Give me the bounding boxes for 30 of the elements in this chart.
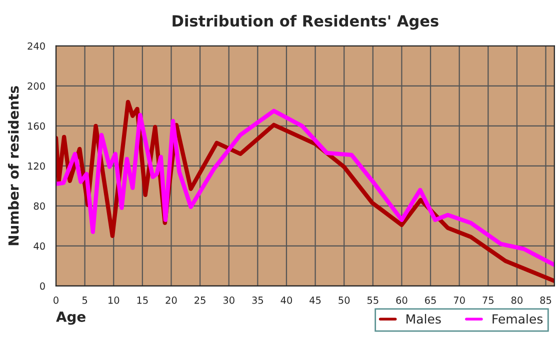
- x-tick-label: 5: [82, 296, 88, 304]
- x-tick-label: 50: [338, 296, 350, 304]
- x-tick-label: 15: [137, 296, 148, 304]
- y-tick-label: 120: [28, 162, 45, 170]
- y-tick-label: 40: [34, 242, 45, 250]
- x-tick-label: 45: [310, 296, 321, 304]
- x-tick-label: 0: [54, 296, 58, 304]
- x-axis-title: Age: [56, 312, 86, 325]
- x-tick-label: 20: [166, 296, 177, 304]
- x-tick-label: 65: [425, 296, 436, 304]
- y-tick-label: 80: [34, 202, 45, 210]
- y-tick-label: 240: [28, 42, 45, 50]
- x-tick-label: 40: [280, 296, 292, 304]
- y-tick-label: 200: [28, 82, 45, 90]
- x-tick-label: 60: [396, 296, 408, 304]
- x-tick-label: 70: [454, 296, 465, 304]
- legend-label: Females: [492, 314, 543, 324]
- x-tick-label: 80: [511, 296, 522, 304]
- x-tick-label: 30: [223, 296, 234, 304]
- x-tick-label: 75: [482, 296, 494, 304]
- legend-label: Males: [406, 314, 441, 324]
- y-axis-title: Number of residents: [8, 86, 19, 246]
- x-tick-label: 55: [367, 296, 378, 304]
- y-tick-label: 160: [28, 122, 45, 130]
- x-tick-label: 25: [194, 296, 206, 304]
- x-tick-label: 10: [108, 296, 120, 304]
- x-tick-label: 85: [540, 296, 552, 304]
- y-tick-label: 0: [40, 282, 45, 290]
- chart-title: Distribution of Residents' Ages: [172, 14, 438, 30]
- x-tick-label: 35: [252, 296, 263, 304]
